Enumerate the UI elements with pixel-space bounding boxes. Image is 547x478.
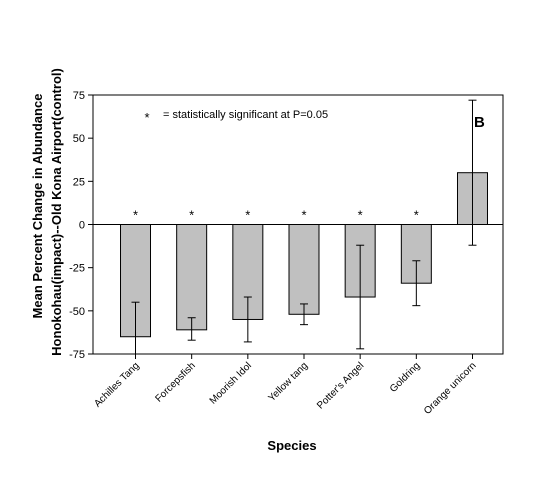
bar-yellow-tang	[288, 224, 320, 315]
category-label: Potter's Angel	[315, 360, 366, 411]
category-label: Forcepsfish	[153, 360, 197, 404]
category-label: Moorish Idol	[208, 360, 254, 406]
y-tick-label: -25	[69, 263, 85, 275]
y-axis-title-line1: Mean Percent Change in Abundance	[30, 94, 45, 319]
significance-star: *	[301, 208, 306, 223]
significance-star: *	[245, 208, 250, 223]
y-tick-label: 25	[73, 176, 85, 188]
significance-star: *	[133, 208, 138, 223]
y-tick-label: -50	[69, 306, 85, 318]
significance-star: *	[414, 208, 419, 223]
y-tick-label: -75	[69, 349, 85, 361]
y-tick-label: 0	[79, 220, 85, 232]
y-tick-label: 50	[73, 133, 85, 145]
panel-label: B	[474, 114, 485, 131]
bars	[120, 172, 488, 338]
category-label: Orange unicorn	[422, 360, 479, 417]
bar-forcepsfish	[176, 224, 208, 331]
category-label: Achilles Tang	[92, 360, 141, 409]
error-bars	[131, 99, 477, 355]
y-axis-title-line2: Honokohau(impact)--Old Kona Airport(cont…	[49, 68, 64, 356]
significance-star: *	[189, 208, 194, 223]
category-label: Yellow tang	[266, 360, 310, 404]
x-axis-title: Species	[267, 438, 316, 453]
significance-note: = statistically significant at P=0.05	[163, 109, 328, 121]
y-tick-label: 75	[73, 90, 85, 102]
annotation-marker: *	[144, 110, 149, 125]
category-label: Goldring	[388, 360, 423, 395]
significance-star: *	[358, 208, 363, 223]
